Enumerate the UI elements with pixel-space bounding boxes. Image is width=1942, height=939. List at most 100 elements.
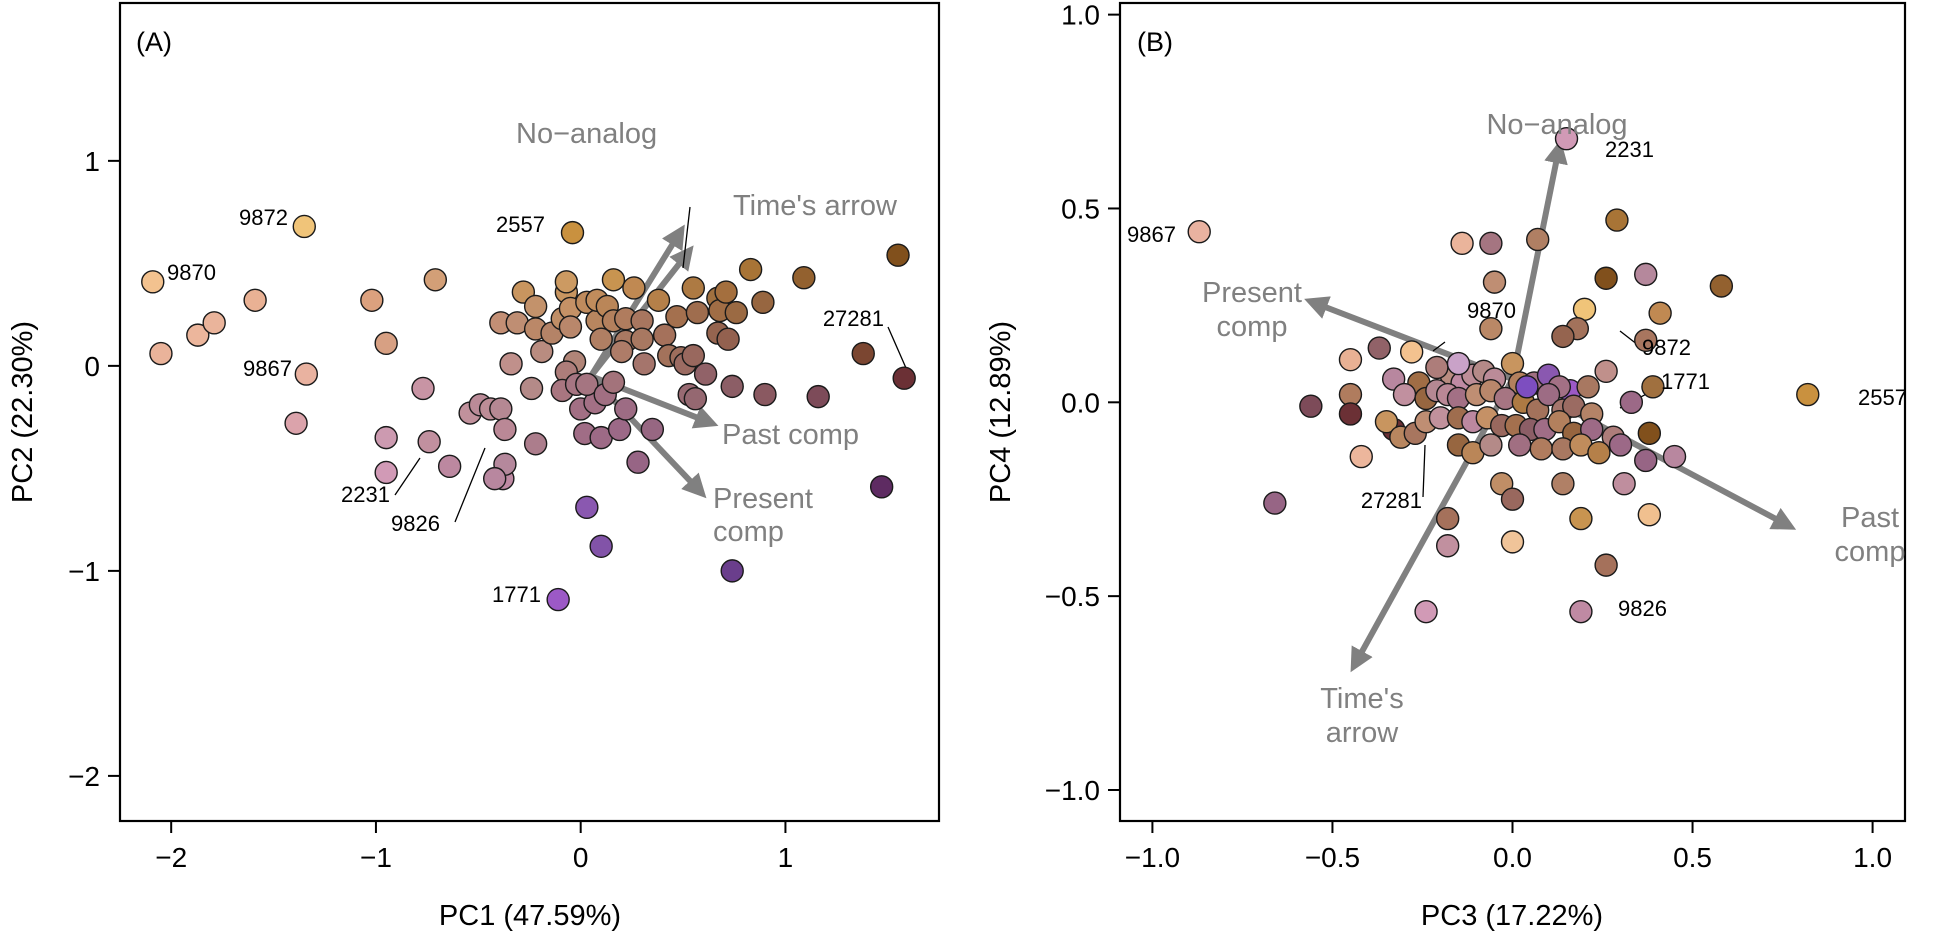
data-point [1529,437,1554,461]
data-point [243,288,267,312]
point-label-9870: 9870 [167,260,216,285]
data-point [607,417,632,442]
data-point [519,376,544,401]
x-tick-label: −2 [155,842,187,873]
x-tick-label: 0.5 [1673,842,1712,873]
data-point [714,280,738,304]
panel-label: (B) [1137,27,1173,57]
arrow-label-past-comp-line-1: Past [1841,502,1899,534]
point-label-2557: 2557 [496,212,545,237]
x-tick-label: −1 [360,842,392,873]
y-tick-label: −0.5 [1045,581,1100,612]
point-label-1771: 1771 [492,582,541,607]
data-point [202,311,226,335]
arrow-label-no-analog: No−analog [1486,109,1627,141]
data-point-1771 [546,587,570,612]
data-point [1637,503,1662,527]
data-point [632,352,656,376]
data-point [609,339,634,364]
data-point [1612,472,1636,496]
point-label-27281: 27281 [823,306,884,331]
data-point [1479,316,1503,341]
point-label-2557: 2557 [1858,385,1907,410]
data-point-9826 [1569,599,1593,624]
data-point [716,327,740,351]
data-point [374,425,398,450]
x-tick-label: 0 [573,842,589,873]
label-leader-line [887,326,907,369]
data-point-2231 [1554,126,1579,151]
y-axis-label: PC2 (22.30%) [7,321,39,503]
data-point-9870 [141,270,165,294]
data-point [601,268,626,292]
arrow-label-present-comp-line-2: comp [713,516,784,548]
data-point [360,288,384,312]
data-point [1482,270,1507,294]
data-point [1508,433,1532,457]
point-label-9826: 9826 [391,511,440,536]
data-point [1414,599,1438,624]
data-point [1594,359,1618,383]
point-label-2231: 2231 [1605,137,1654,162]
arrow-label-times-arrow-line-1: Time's [1320,683,1403,715]
y-tick-label: 1.0 [1061,0,1100,31]
data-point [646,288,671,312]
arrow-label-times-arrow-line-2: arrow [1326,717,1400,749]
data-point [886,243,910,267]
data-point [149,341,173,366]
data-point [665,304,689,329]
data-point [1374,409,1399,434]
y-tick-label: −1.0 [1045,775,1100,806]
data-point [589,534,613,558]
data-point [751,290,775,315]
y-tick-label: 0.5 [1061,193,1100,224]
point-label-27281: 27281 [1361,488,1422,513]
loading-arrow [588,224,685,378]
data-point [284,411,308,435]
data-point [724,300,748,325]
data-point [523,294,548,319]
data-point [417,430,441,454]
x-tick-label: 1.0 [1853,842,1892,873]
y-tick-label: −1 [68,556,100,587]
data-point [685,300,710,325]
data-point [640,417,665,442]
data-point [1435,506,1460,531]
arrow-label-present-comp-line-1: Present [713,483,813,515]
x-axis-label: PC3 (17.22%) [1421,900,1603,932]
data-point [1594,553,1618,577]
data-point [806,384,830,409]
arrow-label-times-arrow: Time's arrow [733,190,898,222]
data-point [720,374,744,399]
data-point [554,270,579,294]
data-point [499,352,523,376]
data-point [693,362,718,386]
data-point [1349,444,1373,469]
panel-label: (A) [136,27,172,57]
loading-arrow [1509,139,1568,380]
data-point-2231 [374,460,398,485]
point-label-2231: 2231 [341,482,390,507]
y-axis-label: PC4 (12.89%) [985,321,1017,503]
y-tick-label: 0.0 [1061,387,1100,418]
data-point [614,397,638,421]
data-point [530,339,554,364]
data-point [1634,262,1658,287]
label-leader-line [454,447,486,523]
data-point [575,372,599,397]
y-tick-label: 0 [84,351,100,382]
data-point [374,331,398,356]
data-point [630,327,654,351]
data-point-9867 [294,362,319,386]
data-point [558,315,583,339]
x-tick-label: −1.0 [1125,842,1180,873]
arrow-label-present-comp-line-1: Present [1202,277,1302,309]
data-point [1594,266,1618,290]
data-point [869,475,894,499]
data-point [589,327,613,351]
data-point [1662,444,1687,469]
data-point [493,417,517,442]
y-tick-label: −2 [68,761,100,792]
data-point [681,276,705,300]
data-point [738,257,763,282]
